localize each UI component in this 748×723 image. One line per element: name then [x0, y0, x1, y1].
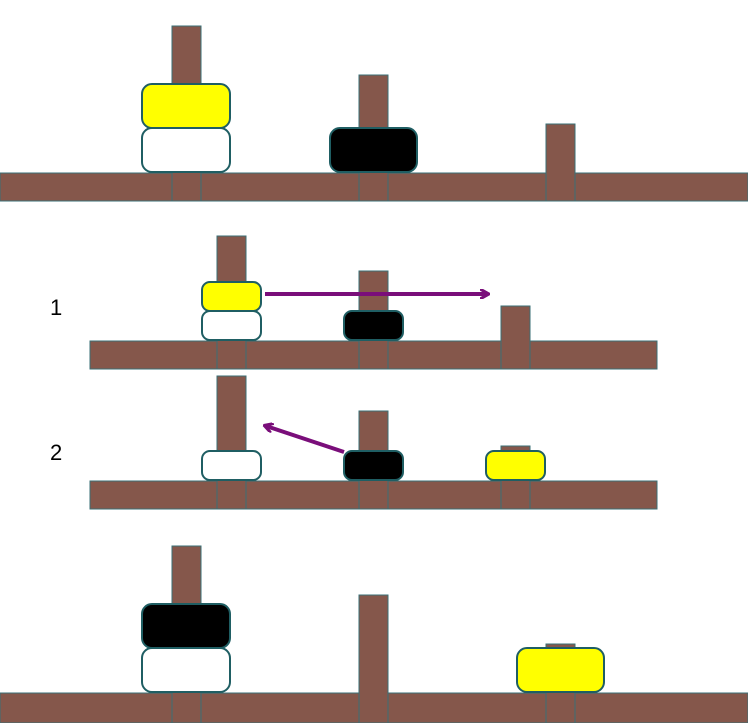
move-arrow-2 — [266, 426, 345, 454]
disk-white — [201, 450, 262, 481]
disk-black — [329, 127, 418, 173]
step-1-label: 1 — [50, 295, 63, 320]
disk-yellow — [516, 647, 605, 693]
disk-black — [343, 450, 404, 481]
disk-black — [141, 603, 231, 649]
peg-2 — [358, 594, 389, 723]
panel-initial — [0, 25, 748, 202]
step-2-label: 2 — [50, 440, 63, 465]
peg-3 — [500, 305, 531, 370]
panel-step-2 — [89, 375, 658, 510]
panel-final — [0, 545, 748, 723]
panel-step-1 — [89, 235, 658, 370]
disk-yellow — [485, 450, 546, 481]
disk-yellow — [141, 83, 231, 129]
disk-white — [141, 647, 231, 693]
peg-3 — [545, 123, 576, 202]
peg-1 — [216, 375, 247, 510]
disk-white — [141, 127, 231, 173]
disk-yellow — [201, 281, 262, 312]
disk-black — [343, 310, 404, 341]
disk-white — [201, 310, 262, 341]
